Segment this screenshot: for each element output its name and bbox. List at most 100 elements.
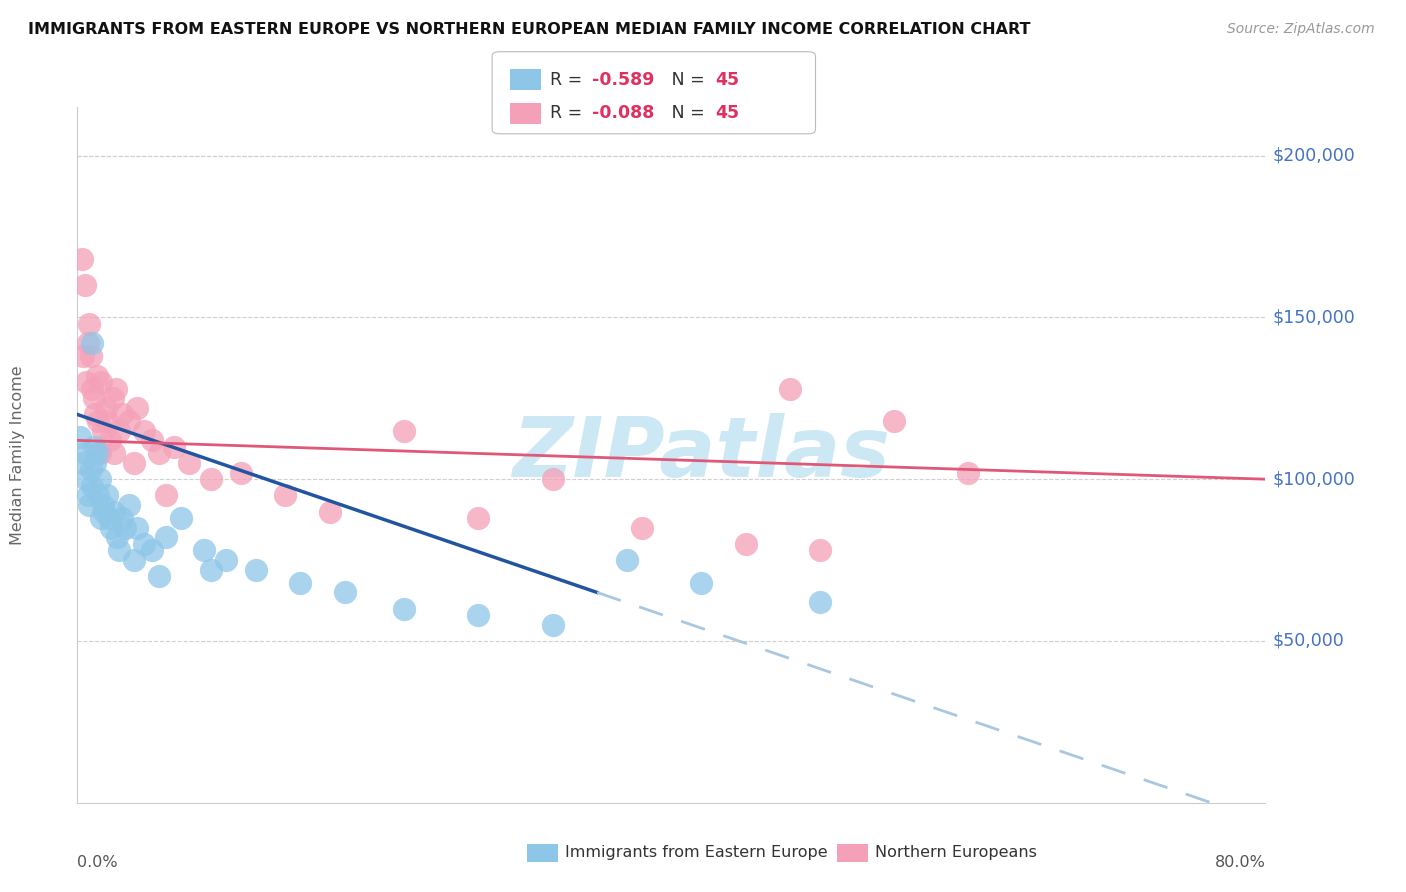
Point bbox=[103, 504, 125, 518]
Text: $50,000: $50,000 bbox=[1272, 632, 1344, 650]
Point bbox=[90, 511, 112, 525]
Point bbox=[91, 498, 114, 512]
Point bbox=[122, 553, 145, 567]
Point bbox=[89, 472, 111, 486]
Text: 0.0%: 0.0% bbox=[77, 855, 118, 870]
Point bbox=[82, 336, 104, 351]
Point bbox=[141, 434, 163, 448]
Point bbox=[107, 531, 129, 545]
Point bbox=[134, 537, 156, 551]
Text: $100,000: $100,000 bbox=[1272, 470, 1355, 488]
Text: 45: 45 bbox=[716, 70, 740, 88]
Point bbox=[274, 488, 297, 502]
Text: R =: R = bbox=[550, 70, 588, 88]
Point bbox=[86, 446, 108, 460]
Text: $150,000: $150,000 bbox=[1272, 309, 1355, 326]
Point bbox=[319, 504, 342, 518]
Text: ZIPatlas: ZIPatlas bbox=[512, 413, 890, 494]
Point bbox=[108, 543, 131, 558]
Point bbox=[134, 424, 156, 438]
Point bbox=[76, 336, 98, 351]
Point bbox=[84, 408, 107, 422]
Point bbox=[108, 424, 131, 438]
Point bbox=[100, 521, 122, 535]
Point bbox=[883, 414, 905, 428]
Point bbox=[163, 440, 186, 454]
Point bbox=[125, 401, 148, 415]
Point bbox=[84, 456, 107, 470]
Point bbox=[200, 563, 222, 577]
Point bbox=[76, 488, 98, 502]
Text: -0.589: -0.589 bbox=[592, 70, 654, 88]
Point bbox=[83, 440, 105, 454]
Text: Northern Europeans: Northern Europeans bbox=[875, 846, 1036, 860]
Text: Source: ZipAtlas.com: Source: ZipAtlas.com bbox=[1227, 22, 1375, 37]
Point bbox=[104, 382, 127, 396]
Point bbox=[111, 511, 134, 525]
Point bbox=[392, 424, 415, 438]
Point bbox=[125, 521, 148, 535]
Point bbox=[392, 601, 415, 615]
Point bbox=[333, 585, 356, 599]
Point bbox=[630, 521, 652, 535]
Text: IMMIGRANTS FROM EASTERN EUROPE VS NORTHERN EUROPEAN MEDIAN FAMILY INCOME CORRELA: IMMIGRANTS FROM EASTERN EUROPE VS NORTHE… bbox=[28, 22, 1031, 37]
Point bbox=[957, 466, 980, 480]
Point bbox=[288, 575, 311, 590]
Point bbox=[77, 317, 100, 331]
Text: R =: R = bbox=[550, 104, 588, 122]
Point bbox=[98, 434, 121, 448]
Point bbox=[155, 488, 177, 502]
Point bbox=[75, 375, 97, 389]
Text: N =: N = bbox=[655, 70, 710, 88]
Point bbox=[200, 472, 222, 486]
Point bbox=[73, 278, 96, 293]
Point bbox=[177, 456, 200, 470]
Text: N =: N = bbox=[655, 104, 710, 122]
Point bbox=[808, 595, 831, 609]
Point bbox=[111, 408, 134, 422]
Point bbox=[141, 543, 163, 558]
Point bbox=[118, 498, 141, 512]
Point bbox=[83, 392, 105, 406]
Point bbox=[96, 414, 118, 428]
Point bbox=[91, 424, 114, 438]
Point bbox=[86, 368, 108, 383]
Text: Median Family Income: Median Family Income bbox=[10, 365, 25, 545]
Point bbox=[118, 414, 141, 428]
Point bbox=[87, 488, 110, 502]
Text: 80.0%: 80.0% bbox=[1215, 855, 1265, 870]
Point bbox=[82, 478, 104, 492]
Point bbox=[103, 446, 125, 460]
Point bbox=[73, 446, 96, 460]
Point bbox=[69, 430, 91, 444]
Point bbox=[96, 488, 118, 502]
Point bbox=[170, 511, 193, 525]
Point bbox=[93, 504, 115, 518]
Point bbox=[75, 472, 97, 486]
Point bbox=[114, 521, 136, 535]
Text: Immigrants from Eastern Europe: Immigrants from Eastern Europe bbox=[565, 846, 828, 860]
Text: 45: 45 bbox=[716, 104, 740, 122]
Point bbox=[690, 575, 713, 590]
Point bbox=[80, 349, 103, 363]
Point bbox=[87, 414, 110, 428]
Point bbox=[94, 401, 117, 415]
Point bbox=[148, 569, 170, 583]
Point bbox=[70, 252, 93, 267]
Point bbox=[72, 456, 94, 470]
Point bbox=[80, 462, 103, 476]
Point bbox=[90, 375, 112, 389]
Text: -0.088: -0.088 bbox=[592, 104, 654, 122]
Point bbox=[541, 617, 564, 632]
Point bbox=[82, 382, 104, 396]
Point bbox=[808, 543, 831, 558]
Point bbox=[89, 446, 111, 460]
Point bbox=[734, 537, 756, 551]
Point bbox=[541, 472, 564, 486]
Point bbox=[215, 553, 238, 567]
Text: $200,000: $200,000 bbox=[1272, 146, 1355, 165]
Point bbox=[122, 456, 145, 470]
Point bbox=[779, 382, 801, 396]
Point bbox=[467, 608, 489, 623]
Point bbox=[101, 392, 124, 406]
